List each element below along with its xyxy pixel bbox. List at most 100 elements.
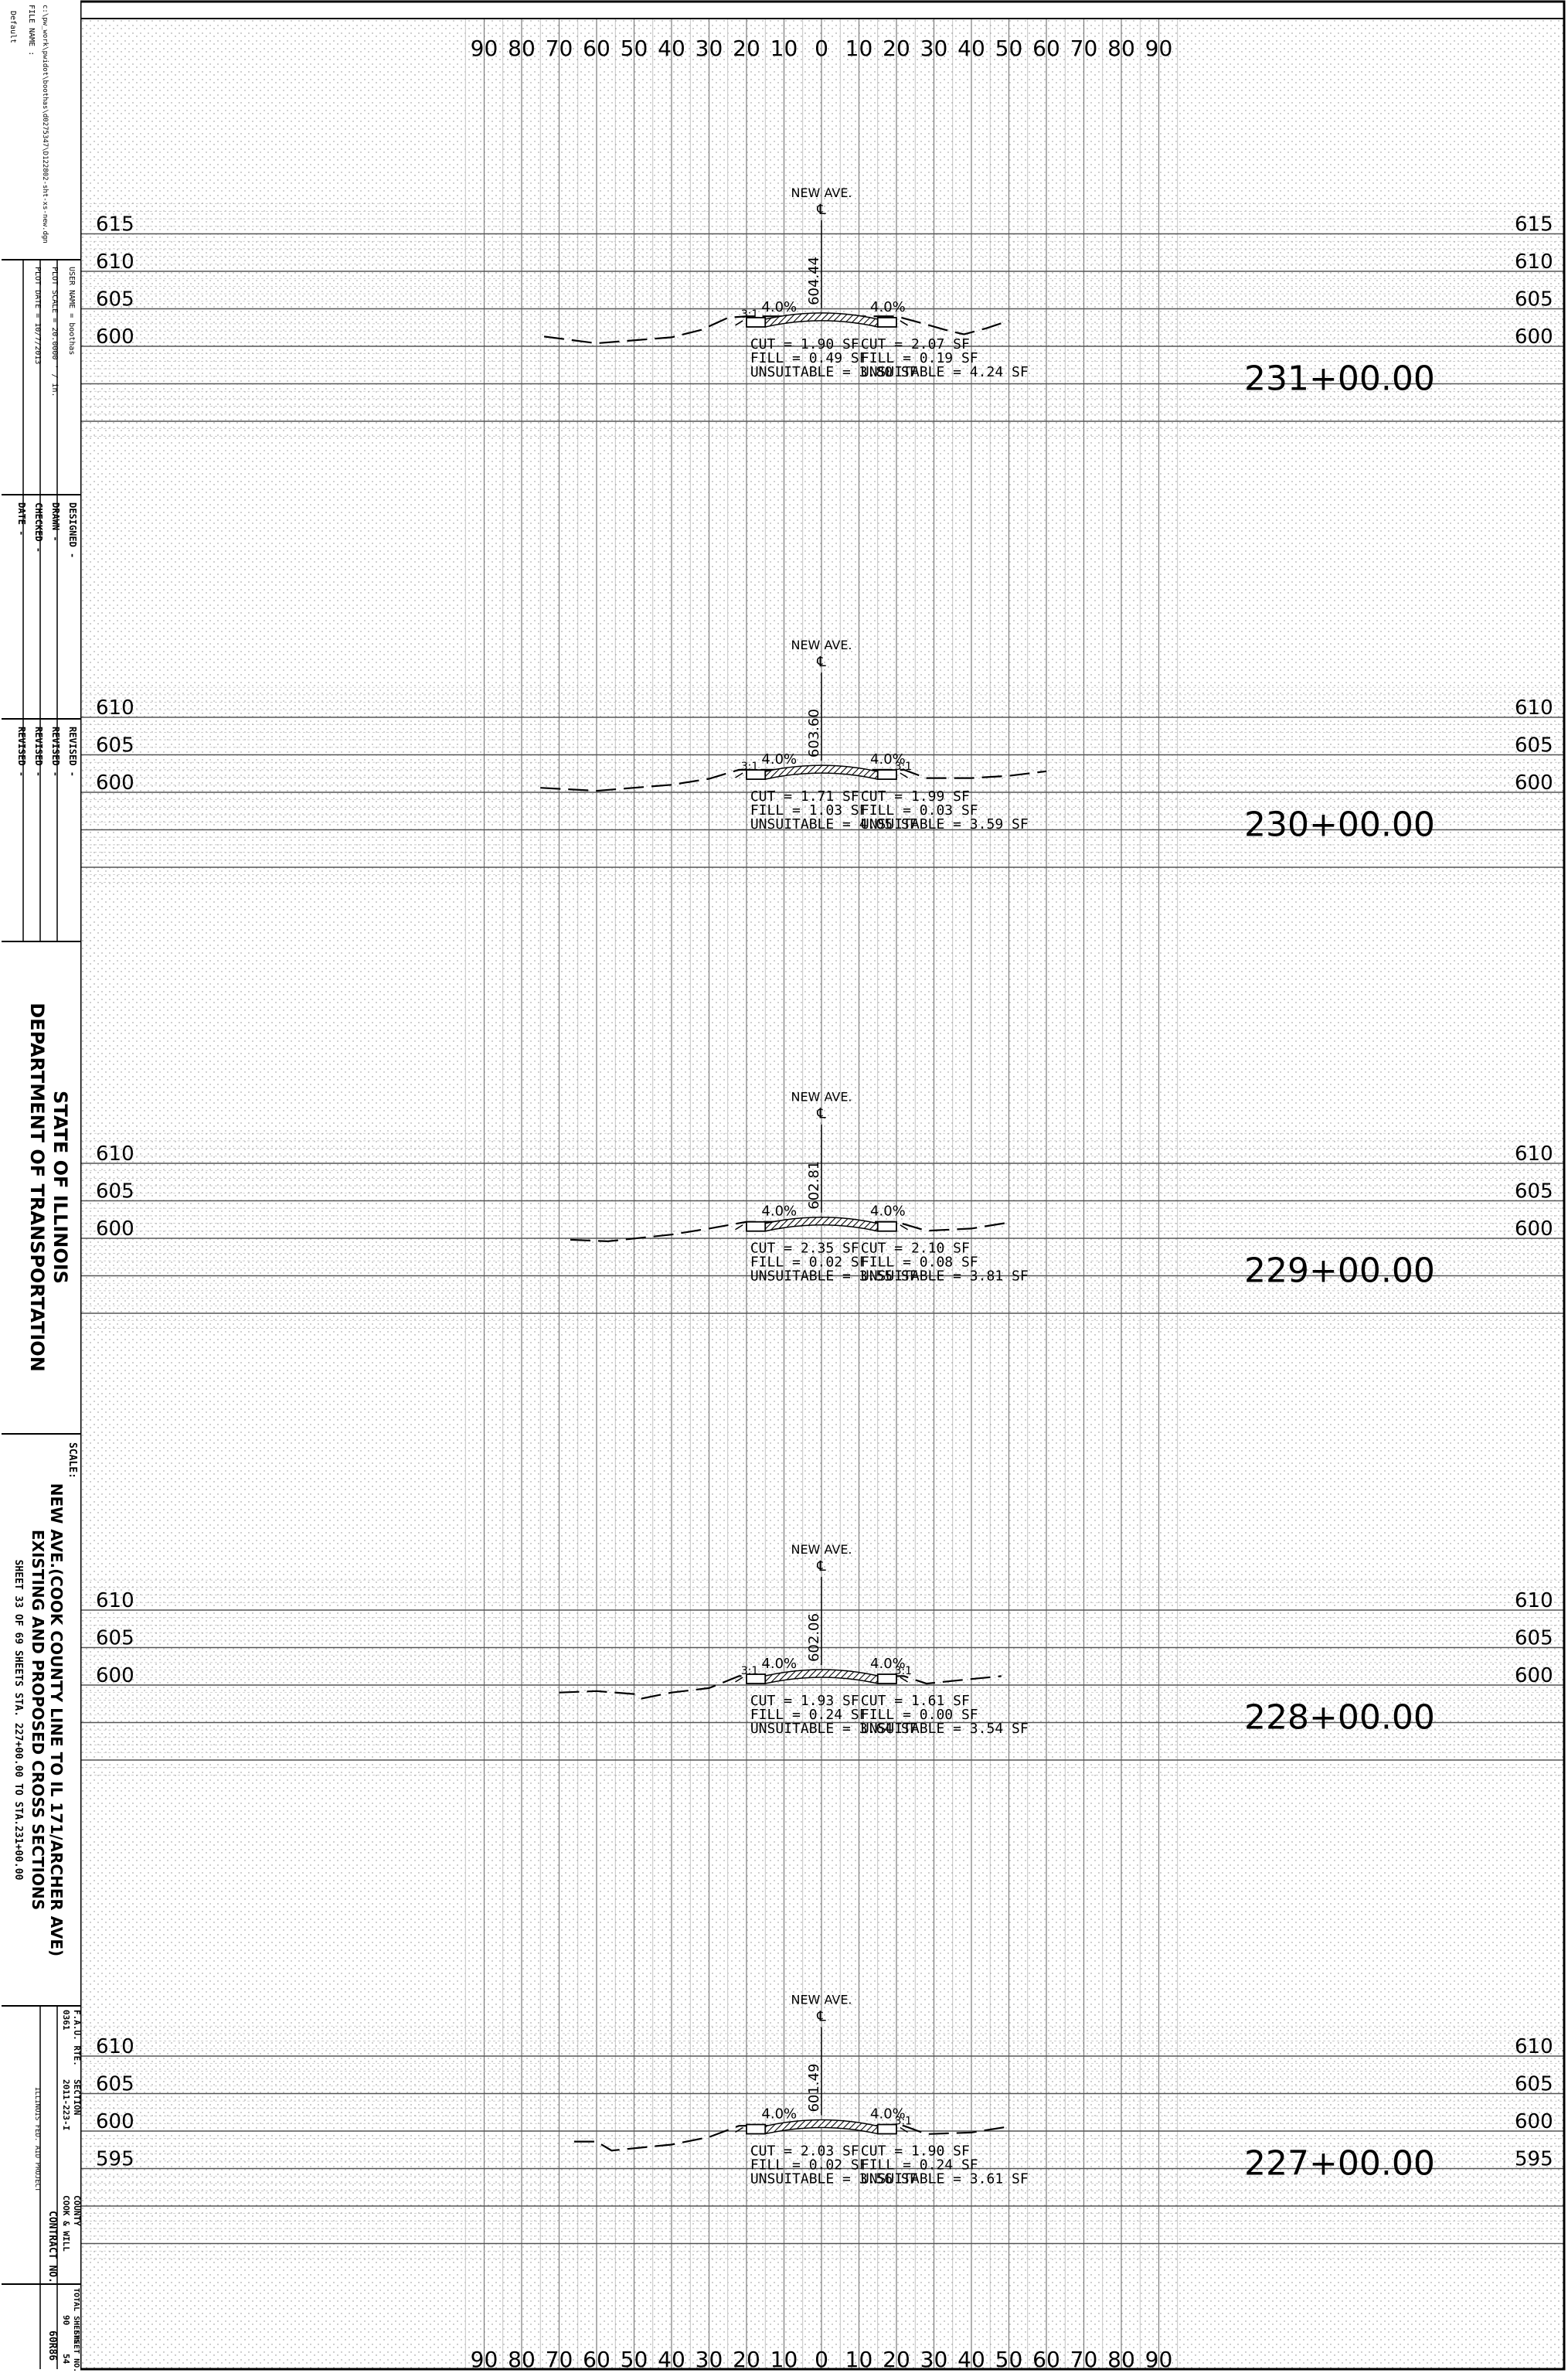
project-title-line2: EXISTING AND PROPOSED CROSS SECTIONS [29,1530,47,1910]
elevation-label: 615 [1515,213,1553,237]
side-slope-left: 3:1 [741,1665,759,1677]
station-label: 229+00.00 [1244,1251,1435,1290]
quantity-left: CUT = 1.71 SF [750,788,859,805]
station-label: 227+00.00 [1244,2143,1435,2183]
plot-date: PLOT DATE = 10/7/2013 [33,267,42,364]
scale-label: SCALE: [66,1442,78,1479]
elevation-label: 600 [1515,1217,1553,1241]
title-block: Default FILE NAME : c:\pw_work\pwidot\bo… [0,0,82,2373]
agency-line2: DEPARTMENT OF TRANSPORTATION [26,1003,48,1372]
side-slope-right: 3:1 [895,1665,913,1677]
quantity-left: UNSUITABLE = 3.64 SF [750,1721,918,1737]
curb-gutter [876,2123,897,2135]
offset-tick-label: 90 [1145,2347,1173,2372]
section-label: SECTION [72,2079,82,2115]
quantity-right: FILL = 0.00 SF [861,1707,978,1723]
station-label: 231+00.00 [1244,359,1435,398]
offset-tick-label: 0 [815,36,828,61]
offset-tick-label: 70 [1070,36,1098,61]
curb-gutter [876,769,897,780]
elevation-label: 600 [96,325,134,349]
elevation-label: 610 [1515,696,1553,720]
file-label: FILE NAME : [27,5,36,56]
offset-tick-label: 60 [583,36,611,61]
centerline-elevation: 602.06 [806,1613,822,1662]
offset-tick-label: 60 [1032,36,1060,61]
total-sheets-value: 90 [61,2315,71,2325]
offset-tick-label: 20 [883,36,910,61]
user-name: USER NAME = boothas [67,267,76,355]
offset-tick-label: 30 [920,2347,948,2372]
offset-tick-label: 80 [508,36,536,61]
side-slope-right: 3:1 [895,761,913,773]
quantity-left: FILL = 0.24 SF [750,1707,868,1723]
file-name: c:\pw_work\pwidot\boothas\d0275347\D1228… [41,5,49,243]
offset-tick-label: 20 [733,36,760,61]
offset-labels-bottom: 90 80 70 60 50 40 30 20 10 0 10 20 30 40 50 60 70 80 90 [471,2347,1173,2372]
offset-tick-label: 60 [1032,2347,1060,2372]
elevation-label: 610 [96,1142,134,1166]
elevation-label: 600 [96,1217,134,1241]
cross-slope-left: 4.0% [761,2106,797,2123]
offset-labels-top: 90 80 70 60 50 40 30 20 10 0 10 20 30 40 50 60 70 80 90 [471,36,1173,61]
offset-tick-label: 20 [883,2347,910,2372]
curb-gutter [876,317,897,328]
project-title-line1: NEW AVE.(COOK COUNTY LINE TO IL 171/ARCH… [47,1483,66,1956]
quantity-left: CUT = 1.93 SF [750,1693,859,1709]
offset-tick-label: 30 [696,2347,723,2372]
centerline-symbol: ℄ [816,1558,826,1575]
offset-tick-label: 90 [471,2347,498,2372]
quantity-right: CUT = 2.07 SF [861,336,970,352]
offset-tick-label: 40 [658,2347,685,2372]
offset-tick-label: 70 [1070,2347,1098,2372]
curb-gutter [876,1673,897,1684]
cross-slope-left: 4.0% [761,299,797,315]
quantity-left: CUT = 2.03 SF [750,2143,859,2160]
elevation-label: 605 [96,288,134,312]
curb-gutter [876,1221,897,1232]
road-name: NEW AVE. [791,186,852,200]
curb-gutter [746,1673,767,1684]
designed-field: DESIGNED - [67,502,78,558]
quantity-left: FILL = 1.03 SF [750,802,868,819]
elevation-label: 600 [1515,2110,1553,2133]
centerline-symbol: ℄ [816,654,826,670]
offset-tick-label: 40 [957,2347,985,2372]
total-sheets-label: TOTAL SHEETS [72,2288,80,2344]
offset-tick-label: 70 [546,36,573,61]
quantity-right: FILL = 0.24 SF [861,2157,978,2174]
offset-tick-label: 70 [546,2347,573,2372]
elevation-label: 605 [1515,1627,1553,1650]
elevation-label: 610 [96,2035,134,2058]
elevation-label: 600 [1515,325,1553,349]
default-label: Default [9,11,17,43]
elevation-label: 610 [96,1589,134,1612]
quantity-right: UNSUITABLE = 3.54 SF [861,1721,1029,1737]
elevation-label: 600 [1515,771,1553,795]
side-slope-left: 3:1 [741,308,759,321]
offset-tick-label: 50 [621,2347,648,2372]
elevation-label: 610 [1515,1142,1553,1166]
offset-tick-label: 50 [995,2347,1023,2372]
quantity-left: UNSUITABLE = 3.56 SF [750,2171,918,2187]
centerline-symbol: ℄ [816,2009,826,2025]
quantity-right: FILL = 0.19 SF [861,350,978,366]
far-value: 0361 [61,2010,71,2031]
quantity-left: CUT = 1.90 SF [750,336,859,352]
station-label: 228+00.00 [1244,1697,1435,1737]
road-name: NEW AVE. [791,1993,852,2007]
cross-slope-left: 4.0% [761,1656,797,1672]
plot-scale: PLOT SCALE = 20.0000 ' / in. [50,267,59,397]
road-name: NEW AVE. [791,1542,852,1557]
elevation-label: 595 [96,2148,134,2171]
county-value: COOK & WILL [61,2195,71,2252]
centerline-elevation: 603.60 [806,709,822,758]
offset-tick-label: 50 [621,36,648,61]
road-name: NEW AVE. [791,1090,852,1105]
quantity-left: UNSUITABLE = 4.05 SF [750,816,918,832]
date-field: DATE - [16,502,27,536]
centerline-elevation: 601.49 [806,2064,822,2113]
curb-gutter [746,317,767,328]
